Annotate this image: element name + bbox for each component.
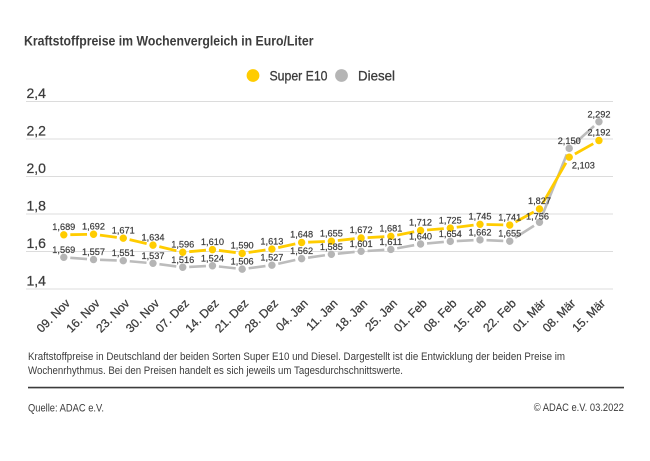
svg-text:1,601: 1,601 (350, 239, 373, 249)
svg-text:Kraftstoffpreise in Deutschlan: Kraftstoffpreise in Deutschland der beid… (28, 351, 565, 363)
svg-text:1,654: 1,654 (439, 229, 462, 239)
svg-text:1,671: 1,671 (112, 225, 135, 235)
svg-text:1,745: 1,745 (469, 212, 492, 222)
svg-text:1,8: 1,8 (27, 198, 47, 214)
svg-text:1,756: 1,756 (526, 211, 549, 221)
svg-text:Quelle: ADAC e.V.: Quelle: ADAC e.V. (28, 403, 104, 415)
svg-text:1,634: 1,634 (141, 232, 164, 242)
svg-text:1,562: 1,562 (290, 246, 313, 256)
svg-text:1,741: 1,741 (498, 212, 521, 222)
svg-text:1,569: 1,569 (52, 245, 75, 255)
svg-text:1,672: 1,672 (350, 225, 373, 235)
svg-text:1,662: 1,662 (469, 227, 492, 237)
svg-text:1,4: 1,4 (27, 273, 47, 289)
svg-text:1,585: 1,585 (320, 242, 343, 252)
svg-text:1,551: 1,551 (112, 248, 135, 258)
svg-text:Diesel: Diesel (358, 68, 395, 84)
svg-text:2,2: 2,2 (27, 123, 47, 139)
svg-text:Wochenrhythmus. Bei den Preise: Wochenrhythmus. Bei den Preisen handelt … (28, 365, 403, 377)
svg-text:2,150: 2,150 (558, 136, 581, 146)
svg-text:1,725: 1,725 (439, 215, 462, 225)
svg-text:1,681: 1,681 (379, 224, 402, 234)
svg-text:1,655: 1,655 (498, 229, 521, 239)
svg-text:1,640: 1,640 (409, 232, 432, 242)
svg-text:2,292: 2,292 (587, 109, 610, 119)
svg-text:1,516: 1,516 (171, 255, 194, 265)
svg-text:1,527: 1,527 (260, 253, 283, 263)
svg-text:1,689: 1,689 (52, 222, 75, 232)
svg-text:2,4: 2,4 (27, 85, 47, 101)
svg-text:1,692: 1,692 (82, 221, 105, 231)
svg-text:1,655: 1,655 (320, 228, 343, 238)
svg-text:© ADAC e.V. 03.2022: © ADAC e.V. 03.2022 (534, 402, 624, 414)
svg-text:1,506: 1,506 (231, 257, 254, 267)
svg-text:1,537: 1,537 (141, 251, 164, 261)
svg-text:2,103: 2,103 (572, 160, 595, 170)
svg-text:1,524: 1,524 (201, 253, 224, 263)
svg-text:1,610: 1,610 (201, 237, 224, 247)
svg-text:1,613: 1,613 (260, 236, 283, 246)
svg-text:1,6: 1,6 (27, 235, 47, 251)
svg-text:Kraftstoffpreise im Wochenverg: Kraftstoffpreise im Wochenvergleich in E… (24, 33, 314, 49)
svg-text:1,712: 1,712 (409, 218, 432, 228)
svg-text:1,590: 1,590 (231, 241, 254, 251)
svg-text:Super E10: Super E10 (270, 68, 328, 84)
svg-text:1,596: 1,596 (171, 239, 194, 249)
svg-text:2,192: 2,192 (587, 128, 610, 138)
svg-text:1,648: 1,648 (290, 230, 313, 240)
svg-text:1,827: 1,827 (528, 196, 551, 206)
svg-text:1,611: 1,611 (379, 237, 402, 247)
svg-text:2,0: 2,0 (27, 160, 47, 176)
svg-text:1,557: 1,557 (82, 247, 105, 257)
